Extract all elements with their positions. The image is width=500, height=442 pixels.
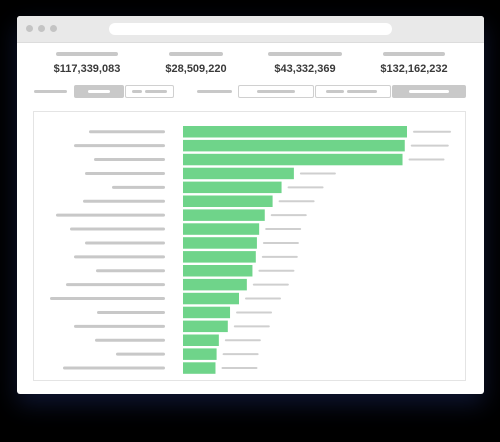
filter-label-placeholder bbox=[197, 90, 232, 93]
bar[interactable] bbox=[183, 181, 282, 194]
bar[interactable] bbox=[183, 348, 217, 360]
value-label-placeholder bbox=[245, 297, 281, 300]
stat-card-2: $28,509,220 bbox=[141, 52, 251, 75]
tab-label-placeholder bbox=[347, 89, 377, 93]
bar[interactable] bbox=[183, 153, 403, 166]
tab-option-1[interactable] bbox=[238, 85, 314, 98]
bar[interactable] bbox=[183, 237, 257, 249]
close-window-dot-icon[interactable] bbox=[26, 25, 33, 32]
stat-label-placeholder bbox=[383, 52, 445, 56]
stat-label-placeholder bbox=[169, 52, 223, 56]
value-label-placeholder bbox=[278, 200, 315, 203]
bar[interactable] bbox=[183, 306, 231, 319]
value-label-placeholder bbox=[413, 130, 451, 133]
bar[interactable] bbox=[183, 209, 265, 221]
category-label-placeholder bbox=[95, 338, 165, 342]
value-label-placeholder bbox=[261, 255, 298, 258]
bar[interactable] bbox=[183, 167, 294, 180]
address-bar[interactable] bbox=[109, 23, 392, 35]
category-label-placeholder bbox=[50, 297, 165, 301]
minimize-window-dot-icon[interactable] bbox=[38, 25, 45, 32]
value-label-placeholder bbox=[258, 269, 295, 272]
value-label-placeholder bbox=[287, 186, 324, 189]
tab-option-2[interactable] bbox=[315, 85, 391, 98]
horizontal-bar-chart bbox=[50, 126, 451, 374]
value-label-placeholder bbox=[224, 339, 261, 342]
value-label-placeholder bbox=[222, 353, 259, 356]
bar[interactable] bbox=[183, 251, 256, 263]
tab-label-placeholder bbox=[326, 89, 344, 93]
tab-option-3-selected[interactable] bbox=[392, 85, 466, 98]
tab-label-placeholder bbox=[409, 89, 449, 93]
bar[interactable] bbox=[183, 362, 216, 374]
bar[interactable] bbox=[183, 292, 239, 305]
category-label-placeholder bbox=[85, 171, 165, 175]
value-label-placeholder bbox=[252, 283, 289, 286]
stat-value: $28,509,220 bbox=[165, 63, 227, 75]
segment-label-placeholder bbox=[145, 89, 167, 93]
bar[interactable] bbox=[183, 139, 405, 152]
category-label-placeholder bbox=[70, 227, 165, 231]
tab-label-placeholder bbox=[257, 89, 295, 93]
stat-value: $132,162,232 bbox=[380, 63, 448, 75]
category-label-placeholder bbox=[56, 213, 165, 217]
value-label-placeholder bbox=[262, 241, 299, 244]
title-bar bbox=[17, 16, 484, 43]
bar[interactable] bbox=[183, 265, 253, 277]
value-label-placeholder bbox=[221, 367, 258, 370]
category-label-placeholder bbox=[116, 352, 165, 356]
category-label-placeholder bbox=[74, 255, 165, 259]
value-label-placeholder bbox=[408, 158, 445, 161]
stat-card-1: $117,339,083 bbox=[32, 52, 142, 75]
segment-label-placeholder bbox=[132, 89, 142, 93]
stat-label-placeholder bbox=[268, 52, 342, 56]
category-label-placeholder bbox=[96, 269, 165, 273]
value-label-placeholder bbox=[410, 144, 449, 147]
app-window: $117,339,083 $28,509,220 $43,332,369 $13… bbox=[17, 16, 484, 394]
value-label-placeholder bbox=[299, 172, 336, 175]
filter-label-placeholder bbox=[34, 90, 67, 93]
chart-panel bbox=[33, 111, 466, 381]
value-label-placeholder bbox=[236, 311, 273, 314]
stat-label-placeholder bbox=[56, 52, 118, 56]
category-label-placeholder bbox=[63, 366, 165, 370]
value-label-placeholder bbox=[265, 228, 302, 231]
category-label-placeholder bbox=[94, 158, 165, 162]
stat-card-4: $132,162,232 bbox=[359, 52, 469, 75]
category-label-placeholder bbox=[83, 199, 165, 203]
category-label-placeholder bbox=[112, 185, 165, 189]
category-label-placeholder bbox=[66, 283, 165, 287]
segment-option-1-selected[interactable] bbox=[74, 85, 124, 98]
segment-option-2[interactable] bbox=[125, 85, 174, 98]
value-label-placeholder bbox=[270, 214, 307, 217]
stat-value: $43,332,369 bbox=[274, 63, 336, 75]
category-label-placeholder bbox=[97, 310, 165, 314]
stat-card-3: $43,332,369 bbox=[250, 52, 360, 75]
category-label-placeholder bbox=[85, 241, 165, 245]
stat-value: $117,339,083 bbox=[53, 63, 121, 75]
segment-label-placeholder bbox=[88, 89, 110, 93]
bar[interactable] bbox=[183, 320, 228, 333]
category-label-placeholder bbox=[74, 324, 165, 328]
category-label-placeholder bbox=[89, 130, 165, 134]
value-label-placeholder bbox=[233, 325, 270, 328]
bar[interactable] bbox=[183, 278, 247, 291]
bar[interactable] bbox=[183, 195, 273, 208]
bar[interactable] bbox=[183, 334, 219, 347]
category-label-placeholder bbox=[74, 144, 165, 148]
bar[interactable] bbox=[183, 126, 407, 138]
maximize-window-dot-icon[interactable] bbox=[50, 25, 57, 32]
bar[interactable] bbox=[183, 223, 260, 235]
